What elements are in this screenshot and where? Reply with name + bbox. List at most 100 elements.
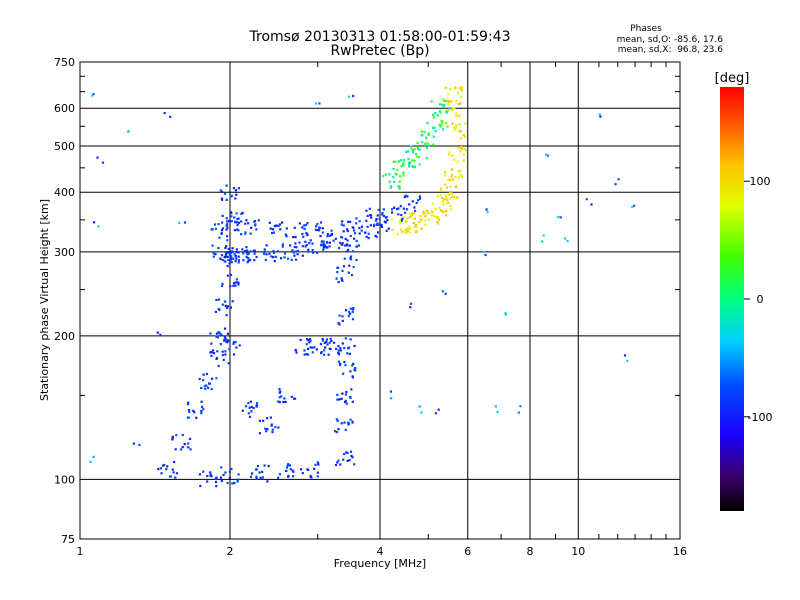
echo-point: [226, 274, 229, 277]
echo-point: [352, 94, 355, 98]
echo-point: [339, 349, 342, 352]
echo-point: [241, 211, 244, 214]
echo-point: [237, 473, 240, 476]
echo-point: [405, 232, 408, 235]
echo-point: [224, 253, 228, 256]
echo-point: [436, 114, 439, 117]
echo-point: [263, 252, 266, 255]
echo-point: [295, 351, 298, 354]
echo-point: [496, 411, 499, 414]
echo-point: [456, 160, 459, 163]
echo-point: [365, 209, 368, 212]
echo-point: [417, 155, 421, 159]
echo-point: [448, 197, 451, 200]
echo-point: [360, 225, 364, 228]
echo-point: [380, 224, 383, 227]
echo-point: [444, 214, 448, 217]
echo-point: [431, 202, 434, 205]
echo-point: [451, 195, 454, 198]
echo-point: [336, 271, 339, 274]
echo-point: [282, 400, 285, 404]
echo-point: [224, 246, 227, 249]
echo-point: [444, 99, 448, 103]
echo-point: [244, 222, 247, 225]
echo-point: [398, 219, 401, 222]
axis-ticks: 1 2 4 6 8 10 16 75 100 200 300 400 500 600 750: [54, 56, 687, 558]
echo-point: [408, 203, 411, 206]
x-tick-label: 8: [527, 545, 534, 558]
echo-point: [349, 450, 353, 453]
echo-point: [294, 348, 297, 352]
echo-point: [232, 353, 236, 356]
echo-point: [237, 251, 240, 254]
echo-point: [392, 167, 395, 171]
echo-point: [434, 112, 437, 115]
echo-point: [443, 104, 446, 107]
echo-point: [585, 198, 588, 201]
echo-point: [447, 93, 450, 96]
echo-point: [322, 248, 325, 251]
echo-point: [384, 173, 387, 176]
echo-point: [234, 220, 237, 223]
echo-point: [224, 350, 227, 353]
echo-point: [409, 212, 412, 215]
echo-point: [355, 258, 358, 262]
echo-point: [292, 470, 295, 473]
echo-point: [327, 353, 330, 356]
x-tick-label: 1: [77, 545, 84, 558]
echo-point: [408, 225, 411, 228]
echo-point: [457, 176, 461, 179]
echo-point: [311, 346, 314, 349]
chart-title: Tromsø 20130313 01:58:00-01:59:43: [249, 29, 511, 45]
echo-point: [343, 452, 346, 456]
echo-point: [224, 255, 227, 258]
echo-point: [220, 228, 224, 232]
echo-point: [335, 277, 338, 280]
echo-point: [396, 208, 399, 211]
echo-point: [365, 219, 368, 222]
echo-point: [273, 225, 276, 228]
echo-point: [376, 223, 379, 226]
echo-point: [398, 180, 401, 183]
echo-point: [242, 259, 245, 262]
echo-point: [237, 187, 240, 190]
echo-point: [461, 147, 464, 150]
echo-point: [255, 255, 258, 259]
echo-point: [346, 451, 349, 455]
echo-point: [307, 353, 310, 356]
echo-point: [250, 226, 253, 229]
echo-point: [427, 218, 430, 221]
echo-point: [444, 194, 447, 197]
echo-point: [203, 384, 206, 387]
echo-point: [432, 113, 435, 116]
echo-point: [439, 188, 443, 191]
echo-point: [390, 208, 394, 211]
echo-point: [350, 258, 353, 261]
echo-point: [187, 401, 190, 404]
echo-point: [307, 250, 310, 253]
echo-point: [255, 405, 258, 408]
echo-point: [292, 251, 296, 254]
echo-point: [444, 171, 447, 174]
echo-point: [445, 111, 448, 114]
echo-point: [255, 228, 258, 231]
echo-point: [237, 221, 240, 224]
echo-point: [234, 341, 237, 344]
echo-point: [345, 451, 348, 454]
echo-point: [449, 192, 452, 195]
echo-point: [438, 207, 441, 210]
echo-point: [446, 125, 449, 128]
echo-point: [224, 192, 227, 195]
echo-point: [202, 408, 205, 411]
echo-point: [416, 141, 419, 144]
echo-point: [221, 354, 224, 357]
echo-point: [278, 391, 281, 394]
echo-point: [226, 255, 229, 259]
echo-point: [217, 307, 220, 311]
echo-point: [224, 304, 227, 307]
echo-point: [380, 225, 384, 229]
echo-point: [246, 249, 249, 252]
echo-point: [460, 87, 463, 90]
echo-point: [211, 244, 214, 247]
echo-point: [370, 216, 373, 219]
